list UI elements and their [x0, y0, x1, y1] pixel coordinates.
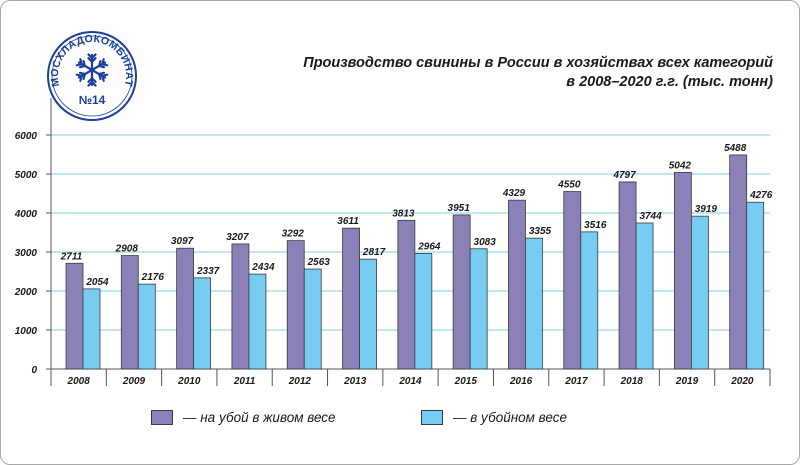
x-tick-label: 2013 [343, 376, 367, 387]
data-label: 3951 [448, 203, 471, 214]
y-tick-label: 1000 [15, 326, 38, 337]
x-tick-label: 2020 [730, 376, 754, 387]
x-tick-label: 2014 [398, 376, 422, 387]
bar [82, 288, 101, 370]
bar [673, 171, 692, 370]
y-tick-label: 2000 [14, 287, 38, 298]
legend-swatch-slaughter-weight [421, 409, 443, 425]
snowflake-icon [75, 53, 109, 87]
data-label: 3744 [639, 211, 662, 222]
x-tick-label: 2019 [675, 376, 699, 387]
bar [137, 283, 156, 370]
x-tick-label: 2012 [288, 376, 312, 387]
legend-swatch-live-weight [151, 409, 173, 425]
x-tick-label: 2009 [122, 376, 146, 387]
data-label: 3516 [584, 220, 607, 231]
bar [746, 201, 765, 370]
bar [231, 243, 250, 370]
data-label: 3813 [392, 208, 415, 219]
bar [452, 214, 471, 370]
data-label: 5488 [724, 143, 747, 154]
data-label: 4276 [749, 190, 773, 201]
data-label: 3611 [337, 216, 359, 227]
chart-subtitle: в 2008–2020 г.г. (тыс. тонн) [566, 74, 773, 90]
bar [65, 262, 84, 370]
bar [618, 181, 637, 370]
x-tick-label: 2015 [454, 376, 478, 387]
logo-ring [51, 35, 133, 117]
legend-label-slaughter-weight: — в убойном весе [453, 409, 568, 425]
data-label: 3097 [171, 236, 194, 247]
data-label: 3083 [474, 237, 497, 248]
x-tick-label: 2017 [564, 376, 588, 387]
x-tick-label: 2008 [67, 376, 91, 387]
data-label: 2434 [251, 262, 275, 273]
bar [359, 258, 377, 370]
bar [176, 247, 195, 370]
y-tick-label: 4000 [14, 209, 38, 220]
bar [525, 237, 543, 370]
bar [580, 231, 599, 370]
bar [248, 273, 267, 370]
y-tick-label: 5000 [15, 170, 38, 181]
data-label: 2964 [417, 241, 441, 252]
data-label: 3919 [695, 204, 718, 215]
bar [286, 240, 305, 370]
bar [729, 154, 748, 370]
data-label: 5042 [669, 160, 692, 171]
data-label: 3355 [529, 226, 552, 237]
bar [469, 248, 488, 370]
legend-label-live-weight: — на убой в живом весе [183, 409, 336, 425]
x-tick-label: 2011 [233, 376, 256, 387]
bar [303, 268, 322, 370]
bar [508, 199, 526, 370]
bar [120, 255, 139, 370]
bar [563, 191, 582, 370]
legend-item-live-weight: — на убой в живом весе [151, 407, 336, 427]
data-label: 4550 [557, 180, 581, 191]
data-label: 4797 [612, 170, 636, 181]
y-tick-label: 6000 [15, 131, 38, 142]
data-label: 2054 [85, 277, 109, 288]
y-tick-label: 3000 [15, 248, 38, 259]
bar [414, 253, 433, 370]
y-tick-label: 0 [31, 365, 37, 376]
legend-item-slaughter-weight: — в убойном весе [421, 407, 567, 427]
x-tick-label: 2010 [177, 376, 201, 387]
x-tick-label: 2016 [509, 376, 533, 387]
data-label: 3292 [282, 229, 305, 240]
data-label: 2563 [307, 257, 331, 268]
logo-number: №14 [79, 93, 106, 107]
data-label: 2337 [196, 266, 220, 277]
bar [397, 219, 416, 370]
x-tick-label: 2018 [620, 376, 644, 387]
data-label: 2176 [141, 272, 165, 283]
chart-title: Производство свинины в России в хозяйств… [303, 55, 773, 71]
bar [690, 215, 709, 370]
data-label: 4329 [502, 188, 526, 199]
bar [342, 227, 360, 370]
bar [193, 277, 212, 370]
bar [635, 222, 654, 370]
data-label: 3207 [226, 232, 249, 243]
data-label: 2817 [362, 247, 386, 258]
data-label: 2711 [60, 251, 83, 262]
data-label: 2908 [115, 244, 139, 255]
